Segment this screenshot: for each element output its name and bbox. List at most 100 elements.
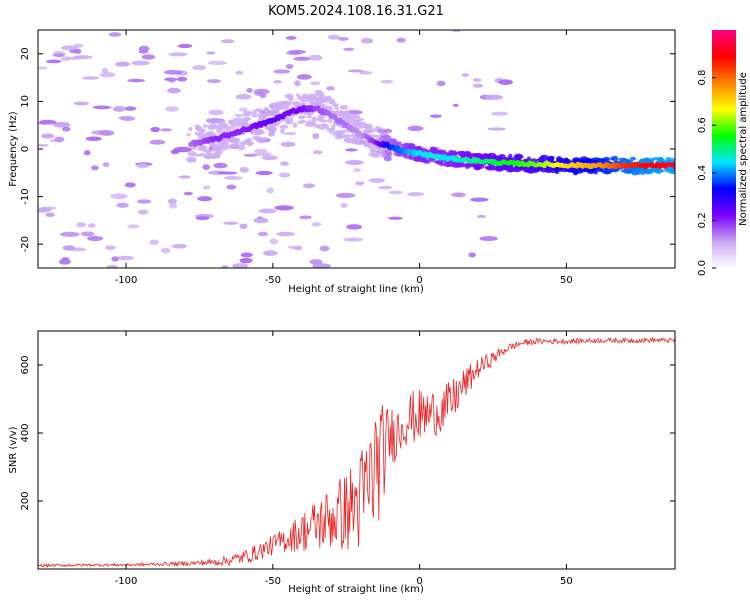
spectrogram-ridge-halo — [547, 166, 554, 172]
spectrogram-ridge-halo — [626, 169, 632, 174]
spectrogram-ridge-halo — [508, 164, 514, 169]
spectrogram-noise-blob — [119, 116, 136, 121]
spectrogram-noise-blob — [149, 139, 166, 145]
spectrogram-noise-blob — [61, 45, 78, 51]
spectrogram-x-tick-label: 50 — [560, 275, 573, 286]
spectrogram-noise-blob — [240, 252, 253, 258]
spectrogram-noise-blob — [296, 74, 312, 80]
spectrogram-noise-blob — [112, 105, 126, 112]
spectrogram-noise-blob — [183, 191, 193, 196]
spectrogram-noise-blob — [378, 185, 393, 190]
spectrogram-noise-blob — [178, 175, 191, 179]
spectrogram-noise-blob — [91, 165, 99, 171]
spectrogram-y-tick-label: -10 — [20, 188, 31, 204]
spectrogram-noise-blob — [335, 192, 356, 198]
spectrogram-plot-area — [38, 30, 675, 268]
spectrogram-ridge-halo — [258, 108, 264, 115]
spectrogram-noise-blob — [262, 155, 278, 161]
spectrogram-noise-blob — [278, 172, 291, 178]
spectrogram-ridge-halo — [385, 151, 393, 157]
spectrogram-noise-blob — [257, 231, 269, 237]
spectrogram-noise-blob — [345, 160, 364, 165]
spectrogram-noise-blob — [208, 60, 227, 66]
spectrogram-noise-blob — [253, 152, 272, 157]
spectrogram-noise-blob — [355, 181, 365, 186]
spectrogram-ridge-core — [672, 164, 675, 170]
spectrogram-ridge-halo — [634, 167, 643, 172]
spectrogram-noise-blob — [117, 255, 135, 261]
spectrogram-noise-blob — [498, 79, 513, 85]
spectrogram-noise-blob — [108, 32, 122, 37]
colorbar-tick-label: 0.0 — [697, 260, 708, 276]
spectrogram-noise-blob — [274, 205, 294, 211]
spectrogram-ridge-halo — [191, 153, 202, 157]
colorbar: 0.0 0.2 0.4 0.6 0.8 Normalized spectral ampl… — [697, 30, 749, 276]
chart-title: KOM5.2024.108.16.31.G21 — [268, 4, 444, 19]
spectrogram-ridge-halo — [286, 101, 293, 106]
spectrogram-noise-blob — [168, 203, 178, 209]
spectrogram-x-tick-label: -50 — [265, 275, 281, 286]
spectrogram-noise-blob — [160, 247, 171, 254]
spectrogram-ridge-halo — [307, 114, 312, 120]
spectrogram-noise-blob — [165, 106, 179, 112]
spectrogram-x-axis-label: Height of straight line (km) — [288, 284, 424, 295]
spectrogram-ridge-halo — [564, 158, 571, 163]
spectrogram-noise-blob — [484, 94, 503, 100]
spectrogram-ridge-halo — [219, 145, 228, 151]
spectrogram-ridge-halo — [191, 146, 197, 151]
spectrogram-noise-blob — [380, 79, 394, 84]
spectrogram-noise-blob — [62, 245, 75, 251]
spectrogram-ridge-halo — [357, 117, 364, 121]
spectrogram-ridge-halo — [252, 109, 258, 115]
spectrogram-noise-blob — [61, 257, 70, 262]
spectrogram-noise-blob — [461, 73, 469, 77]
spectrogram-noise-blob — [293, 56, 312, 61]
spectrogram-noise-blob — [110, 193, 128, 200]
spectrogram-y-tick-label: 10 — [20, 95, 31, 108]
spectrogram-noise-blob — [177, 43, 193, 49]
spectrogram-noise-blob — [150, 126, 160, 133]
spectrogram-noise-blob — [45, 212, 55, 218]
spectrogram-noise-blob — [262, 250, 278, 256]
spectrogram-noise-blob — [273, 69, 291, 74]
spectrogram-ridge-halo — [464, 150, 471, 157]
spectrogram-noise-blob — [276, 231, 295, 237]
spectrogram-ridge-halo — [370, 148, 377, 153]
spectrogram-ridge-halo — [508, 153, 513, 160]
spectrogram-ridge-halo — [267, 131, 275, 137]
spectrogram-x-tick-label: -100 — [115, 275, 138, 286]
spectrogram-y-tick-label: 0 — [20, 146, 31, 152]
spectrogram-ridge-halo — [353, 114, 360, 119]
spectrogram-noise-blob — [208, 109, 224, 116]
spectrogram-ridge-halo — [234, 141, 240, 146]
spectrogram-noise-blob — [81, 231, 95, 237]
spectrogram-noise-blob — [310, 81, 321, 85]
spectrogram-ridge-halo — [656, 169, 665, 173]
spectrogram-ridge-halo — [639, 170, 647, 175]
spectrogram-ridge-halo — [368, 134, 379, 138]
spectrogram-ridge-halo — [334, 105, 339, 111]
spectrogram-noise-blob — [137, 209, 149, 215]
spectrogram-noise-blob — [202, 185, 211, 190]
spectrogram-ridge-halo — [328, 100, 336, 105]
spectrogram-noise-blob — [54, 136, 65, 143]
spectrogram-noise-blob — [176, 76, 188, 82]
spectrogram-ridge-halo — [629, 156, 636, 161]
spectrogram-noise-blob — [168, 52, 188, 57]
spectrogram-noise-blob — [239, 257, 253, 264]
snr-plot-area — [38, 331, 675, 569]
spectrogram-ridge-halo — [420, 159, 429, 163]
spectrogram-ridge-halo — [279, 124, 289, 129]
spectrogram-noise-blob — [309, 259, 323, 265]
spectrogram-noise-blob — [173, 146, 193, 153]
spectrogram-ridge-halo — [331, 124, 336, 130]
colorbar-label: Normalized spectral amplitude — [738, 72, 749, 226]
spectrogram-frame — [37, 29, 676, 269]
spectrogram-ridge-halo — [319, 119, 329, 123]
spectrogram-noise-blob — [319, 245, 330, 252]
spectrogram-noise-blob — [429, 114, 442, 118]
spectrogram-noise-blob — [45, 59, 62, 64]
spectrogram-noise-blob — [163, 69, 183, 75]
spectrogram-noise-blob — [479, 236, 498, 242]
spectrogram-noise-blob — [246, 88, 253, 93]
